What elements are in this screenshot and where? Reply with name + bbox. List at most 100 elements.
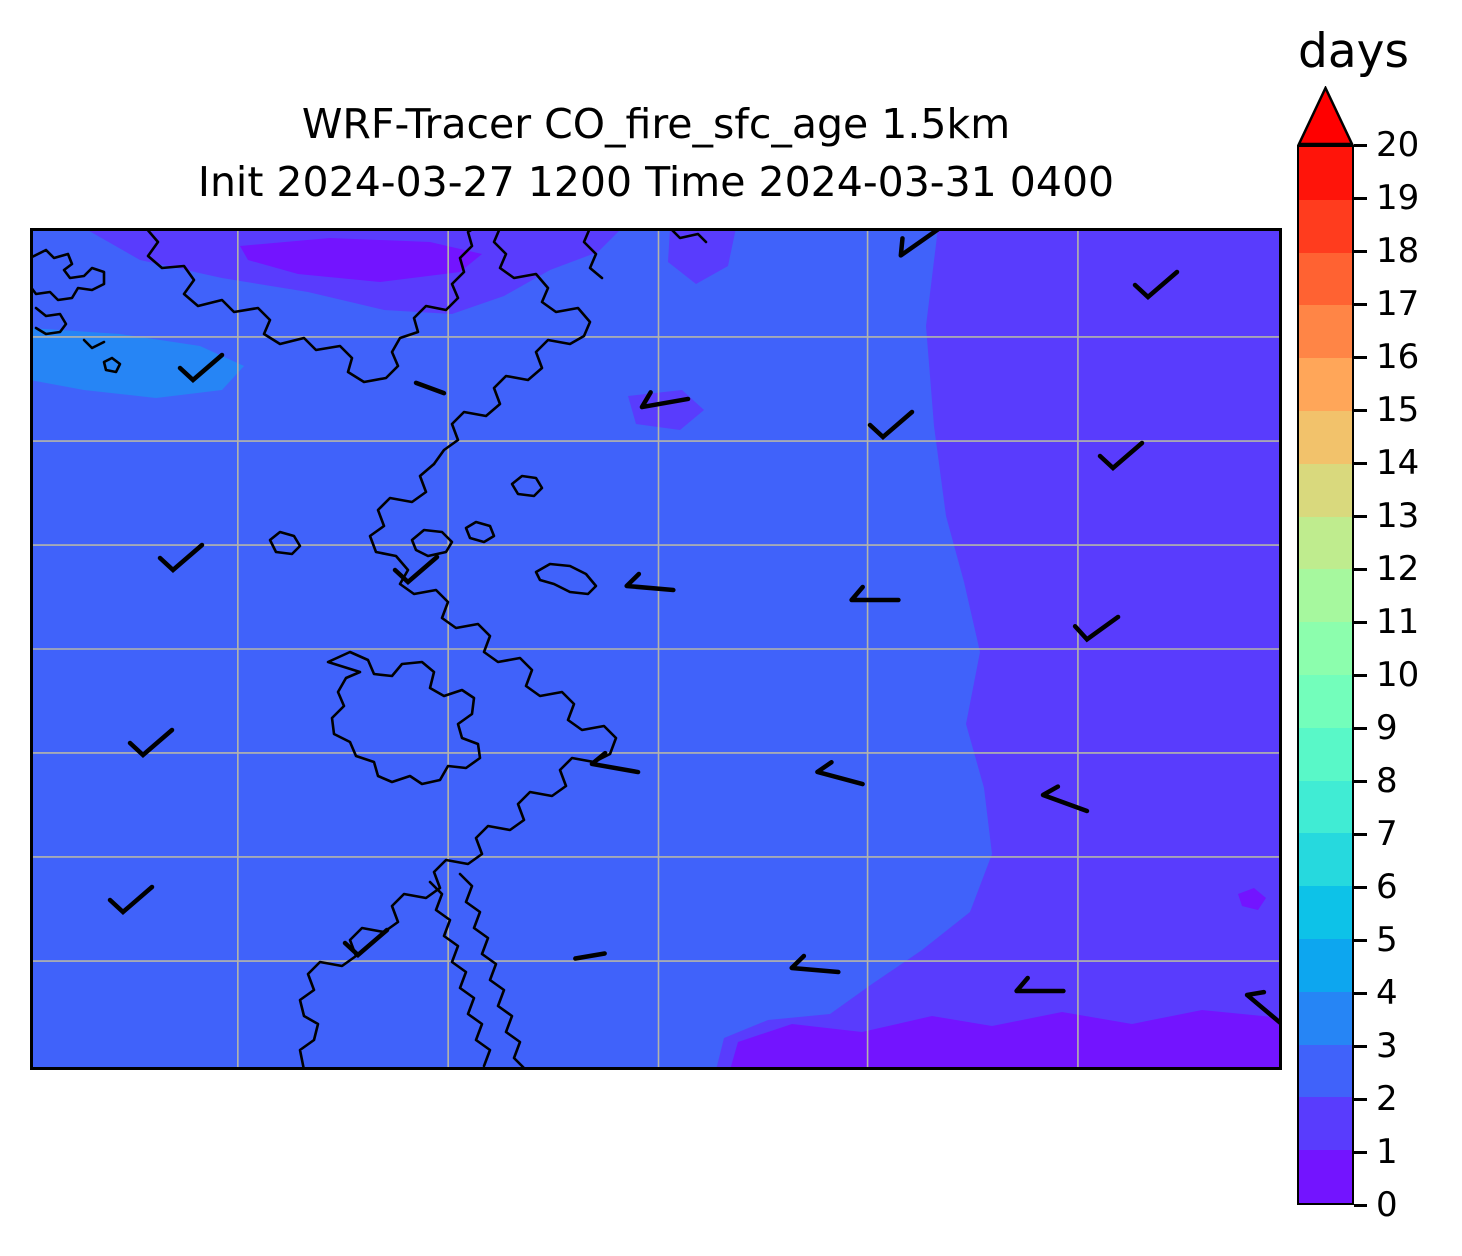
colorbar-tick-label: 17 — [1376, 284, 1420, 324]
colorbar-tick — [1354, 1097, 1367, 1101]
wind-barb — [898, 228, 942, 258]
colorbar-segment — [1299, 569, 1352, 623]
colorbar-tick — [1354, 779, 1367, 783]
coastline-island — [102, 356, 122, 374]
colorbar-tick — [1354, 1044, 1367, 1048]
coastlines — [30, 228, 708, 1070]
colorbar-ticks: 0 1 2 3 4 5 6 7 8 9 10 11 12 13 14 15 16 17 18 19 20 — [1354, 126, 1462, 1224]
colorbar-tick — [1354, 991, 1367, 995]
fill-age-0-1-north-streak — [240, 238, 482, 282]
colorbar-tick-label: 20 — [1376, 125, 1420, 165]
wind-barb — [157, 542, 205, 574]
colorbar-segment — [1299, 411, 1352, 464]
colorbar-tick-label: 6 — [1376, 867, 1398, 907]
gridlines — [30, 228, 1282, 1070]
wind-barb — [1097, 440, 1145, 472]
wind-barb — [413, 380, 447, 396]
colorbar-segment — [1299, 675, 1352, 728]
coastline-island — [510, 474, 544, 498]
coastline-island — [268, 530, 302, 556]
fill-age-1-2-top-center — [668, 228, 736, 284]
colorbar-tick — [1354, 938, 1367, 942]
coastline — [668, 228, 708, 244]
colorbar-tick — [1354, 567, 1367, 571]
coastline — [34, 306, 68, 336]
wind-barb — [107, 884, 155, 916]
colorbar-tick-label: 13 — [1376, 496, 1420, 536]
colorbar-segment — [1299, 991, 1352, 1045]
wind-barbs — [107, 228, 1282, 1028]
colorbar-tick — [1354, 726, 1367, 730]
wind-barb — [1040, 784, 1090, 814]
colorbar-segment — [1299, 199, 1352, 253]
coastline — [30, 248, 106, 302]
colorbar-tick — [1354, 461, 1367, 465]
colorbar-segment — [1299, 516, 1352, 570]
wind-barb — [639, 390, 691, 410]
colorbar-tick — [1354, 1150, 1367, 1154]
coastline — [428, 880, 492, 1068]
coastline-island — [464, 520, 496, 544]
colorbar-segment — [1299, 463, 1352, 517]
colorbar-segment — [1299, 305, 1352, 359]
colorbar-label: days — [1298, 24, 1409, 79]
colorbar-tick-label: 16 — [1376, 337, 1420, 377]
wind-barb — [815, 760, 865, 787]
colorbar-tick — [1354, 620, 1367, 624]
colorbar-tick — [1354, 249, 1367, 253]
colorbar-tick — [1354, 408, 1367, 412]
colorbar-tick-label: 7 — [1376, 814, 1398, 854]
wind-barb — [1244, 989, 1282, 1028]
colorbar-tick — [1354, 1203, 1367, 1207]
coastline — [298, 462, 618, 1070]
colorbar-extend-triangle — [1297, 86, 1354, 146]
wind-barb — [589, 750, 641, 775]
wind-barb — [1072, 614, 1121, 643]
wind-barb — [573, 951, 607, 961]
colorbar-segment — [1299, 1097, 1352, 1151]
colorbar-segment — [1299, 780, 1352, 834]
colorbar-tick — [1354, 885, 1367, 889]
colorbar-tick-label: 3 — [1376, 1026, 1398, 1066]
colorbar-tick-label: 14 — [1376, 443, 1420, 483]
colorbar-tick-label: 18 — [1376, 231, 1420, 271]
colorbar-tick-label: 0 — [1376, 1185, 1398, 1225]
colorbar-tick-label: 4 — [1376, 973, 1398, 1013]
coastline — [432, 228, 592, 466]
colorbar-tick-label: 5 — [1376, 920, 1398, 960]
map-plot — [30, 228, 1282, 1070]
coastline — [458, 872, 528, 1070]
colorbar-segment — [1299, 727, 1352, 781]
colorbar-extend-arrow — [1297, 86, 1354, 146]
coastline-island — [410, 528, 454, 558]
wind-barb — [1132, 269, 1180, 301]
wind-barb — [849, 584, 901, 603]
coastline — [82, 338, 106, 350]
colorbar-tick-label: 11 — [1376, 602, 1420, 642]
colorbar-segment — [1299, 1150, 1352, 1203]
colorbar-tick — [1354, 514, 1367, 518]
wind-barb — [127, 727, 175, 759]
wind-barb — [1014, 975, 1066, 994]
colorbar-tick-label: 8 — [1376, 761, 1398, 801]
colorbar-tick — [1354, 832, 1367, 836]
coastline-island — [534, 562, 598, 596]
wind-barb — [392, 554, 440, 586]
coastline — [582, 228, 604, 280]
colorbar-tick-label: 2 — [1376, 1079, 1398, 1119]
colorbar-segment — [1299, 622, 1352, 675]
colorbar-tick-label: 15 — [1376, 390, 1420, 430]
plot-subtitle: Init 2024-03-27 1200 Time 2024-03-31 040… — [197, 158, 1115, 206]
colorbar-tick-label: 12 — [1376, 549, 1420, 589]
wind-barb — [624, 571, 676, 593]
colorbar-tick — [1354, 196, 1367, 200]
wind-barb — [342, 927, 390, 959]
colorbar — [1297, 145, 1354, 1205]
plot-title: WRF-Tracer CO_fire_sfc_age 1.5km — [301, 100, 1011, 148]
coastline-island — [326, 650, 482, 786]
colorbar-segment — [1299, 1044, 1352, 1098]
colorbar-tick — [1354, 143, 1367, 147]
coastline — [144, 228, 476, 384]
wind-barb — [789, 953, 841, 975]
colorbar-tick-label: 9 — [1376, 708, 1398, 748]
